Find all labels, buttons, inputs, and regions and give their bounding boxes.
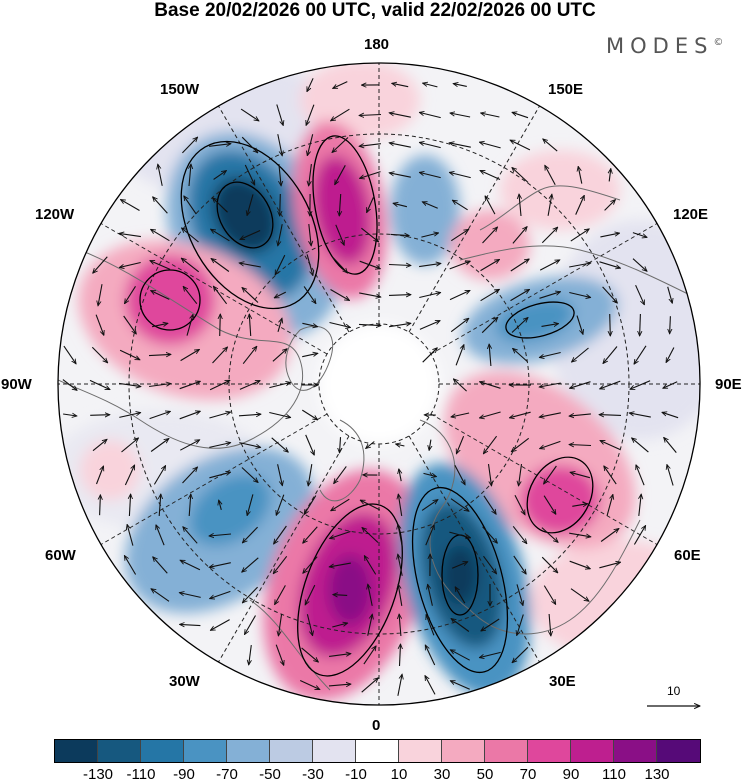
colorbar-label: -90 [173, 766, 195, 783]
colorbar-swatch-8 [399, 740, 442, 762]
colorbar-label: -70 [216, 766, 238, 783]
lon-label-150e: 150E [548, 81, 583, 98]
colorbar-swatch-14 [657, 740, 700, 762]
anomaly-negative-160e [390, 155, 460, 265]
lon-label-180: 180 [364, 36, 389, 53]
lon-label-60w: 60W [45, 547, 76, 564]
anomaly-weak-positive-ne [500, 150, 620, 230]
wind-arrow [90, 415, 110, 416]
colorbar [54, 739, 701, 763]
anomaly-positive-70e-core [520, 465, 600, 535]
lon-label-120e: 120E [673, 206, 708, 223]
colorbar-label: 30 [434, 766, 451, 783]
colorbar-swatch-1 [98, 740, 141, 762]
wind-arrow [610, 314, 611, 336]
colorbar-swatch-5 [270, 740, 313, 762]
colorbar-labels: -130 -110 -90 -70 -50 -30 -10 10 30 50 70 90 110 130 [54, 766, 702, 784]
reference-vector-label: 10 [667, 684, 680, 698]
pole-neutral [319, 324, 439, 444]
colorbar-swatch-11 [528, 740, 571, 762]
anomaly-weak-positive-w [80, 440, 140, 500]
colorbar-label: -10 [345, 766, 367, 783]
lon-label-120w: 120W [35, 206, 74, 223]
lon-label-90e: 90E [715, 376, 742, 393]
lon-label-30w: 30W [169, 673, 200, 690]
lon-label-90w: 90W [1, 376, 32, 393]
colorbar-label: -130 [83, 766, 113, 783]
colorbar-label: 130 [644, 766, 669, 783]
colorbar-swatch-0 [55, 740, 98, 762]
wind-arrow [280, 194, 281, 216]
lon-label-60e: 60E [674, 547, 701, 564]
colorbar-swatch-10 [485, 740, 528, 762]
colorbar-label: 50 [477, 766, 494, 783]
colorbar-label: -110 [127, 766, 156, 783]
colorbar-label: 90 [563, 766, 580, 783]
anomaly-positive-120w-core [125, 255, 215, 345]
wind-arrow [220, 314, 221, 336]
colorbar-swatch-2 [141, 740, 184, 762]
lon-label-0: 0 [372, 717, 380, 734]
lon-label-30e: 30E [549, 673, 576, 690]
colorbar-swatch-3 [184, 740, 227, 762]
colorbar-label: 110 [602, 766, 626, 783]
colorbar-swatch-6 [313, 740, 356, 762]
colorbar-label: 70 [520, 766, 537, 783]
anomaly-positive-140e [450, 210, 530, 280]
colorbar-swatch-7 [356, 740, 399, 762]
colorbar-swatch-9 [442, 740, 485, 762]
colorbar-label: -50 [259, 766, 281, 783]
lon-label-150w: 150W [160, 81, 199, 98]
colorbar-label: -30 [302, 766, 324, 783]
colorbar-swatch-4 [227, 740, 270, 762]
colorbar-swatch-12 [571, 740, 614, 762]
colorbar-label: 10 [391, 766, 408, 783]
colorbar-swatch-13 [614, 740, 657, 762]
